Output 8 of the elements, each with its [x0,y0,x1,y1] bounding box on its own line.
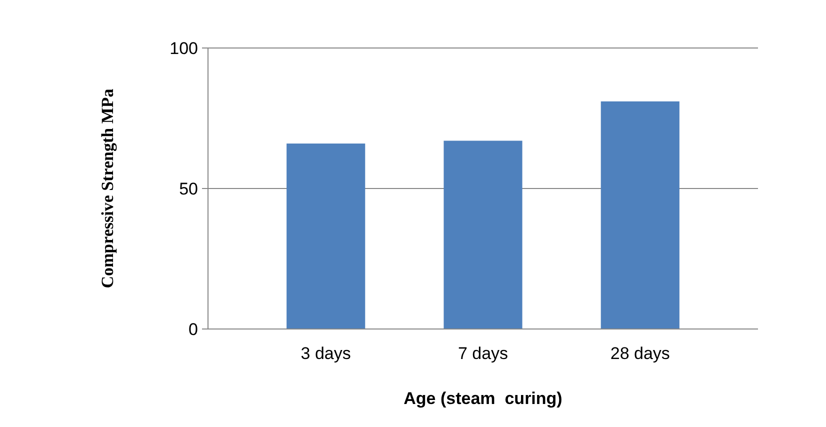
x-axis-title: Age (steam curing) [404,389,562,408]
x-tick-label: 3 days [300,344,351,363]
y-tick-label: 50 [179,179,198,198]
y-axis-title: Compressive Strength MPa [98,88,117,288]
y-tick-label: 100 [170,38,198,58]
y-tick-label: 0 [188,320,198,339]
x-tick-label: 28 days [610,344,670,363]
x-tick-label: 7 days [458,344,508,363]
